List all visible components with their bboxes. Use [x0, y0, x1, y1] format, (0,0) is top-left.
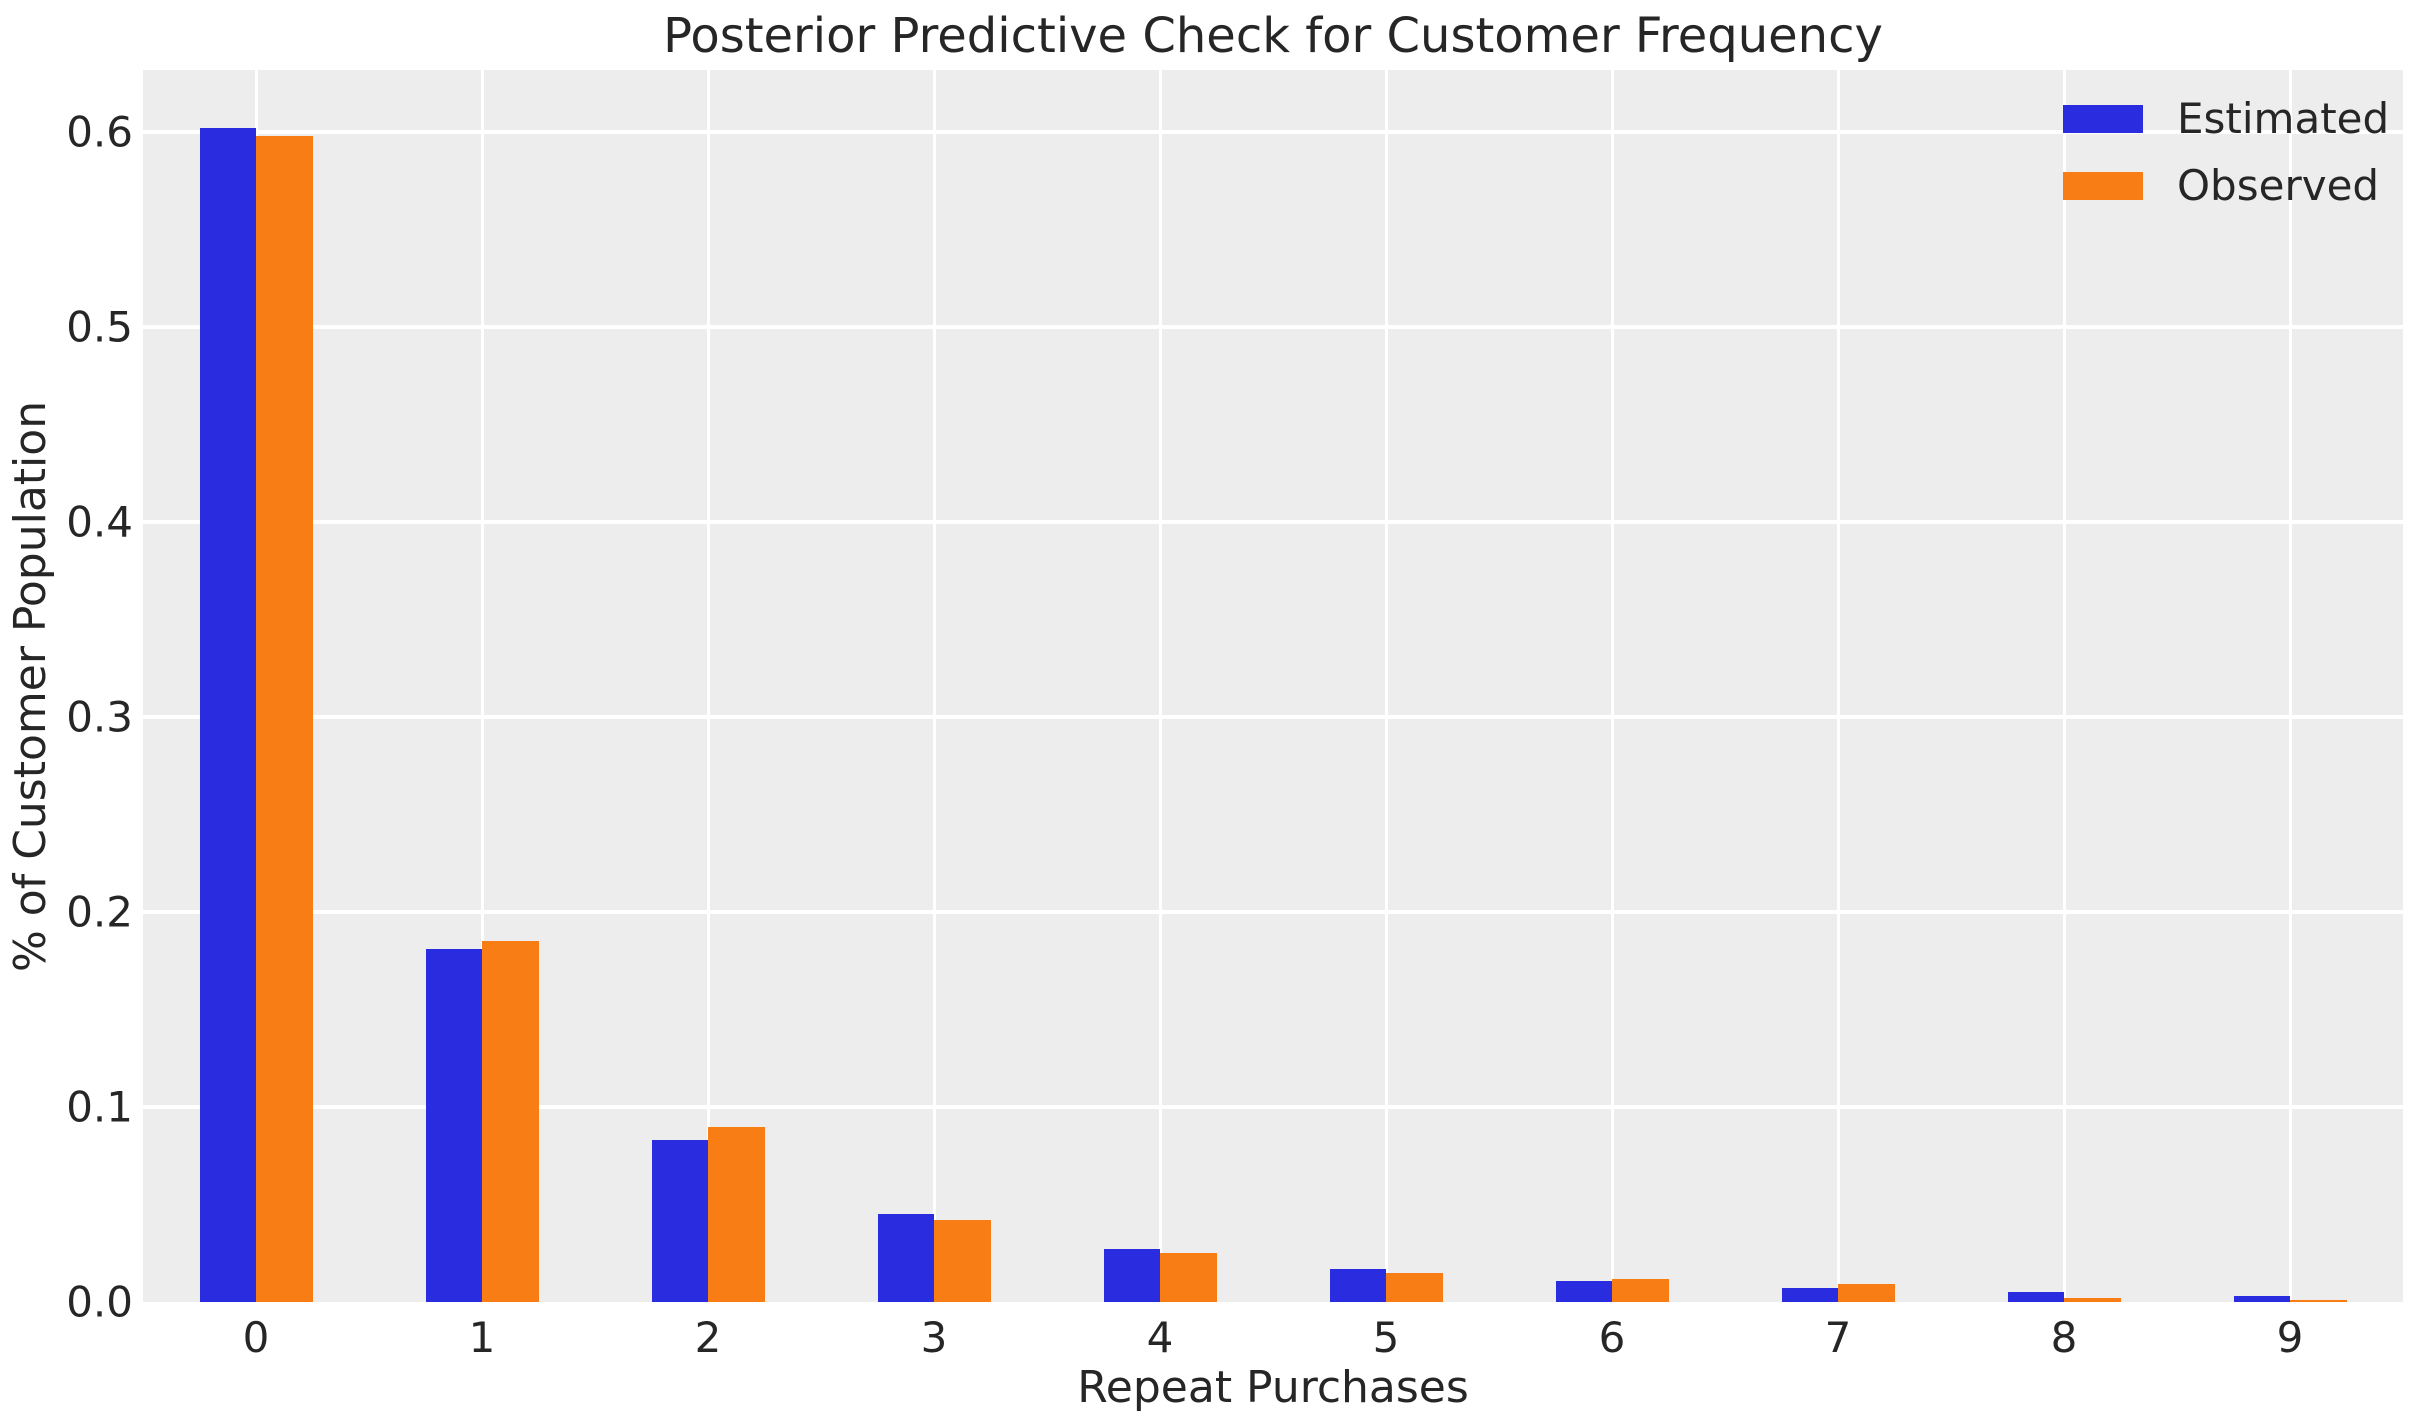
bar-estimated-6 [1555, 1280, 1612, 1302]
bar-observed-9 [2290, 1300, 2347, 1302]
gridline-v [1158, 70, 1162, 1302]
x-tick-label: 3 [920, 1313, 948, 1362]
x-tick-label: 5 [1372, 1313, 1400, 1362]
bar-observed-3 [934, 1220, 991, 1302]
bar-estimated-8 [2007, 1292, 2064, 1302]
y-tick-label: 0.2 [66, 887, 133, 937]
legend: Estimated Observed [2063, 94, 2389, 210]
bar-observed-7 [1838, 1284, 1895, 1302]
y-tick-label: 0.5 [66, 302, 133, 352]
legend-item-observed: Observed [2063, 161, 2389, 210]
x-tick-label: 4 [1146, 1313, 1174, 1362]
gridline-v [1836, 70, 1840, 1302]
gridline-v [1610, 70, 1614, 1302]
bar-estimated-2 [651, 1140, 708, 1302]
gridline-v [2288, 70, 2292, 1302]
bar-observed-0 [256, 136, 313, 1302]
gridline-h [143, 130, 2403, 135]
x-tick-label: 6 [1598, 1313, 1626, 1362]
legend-swatch-estimated [2063, 104, 2143, 133]
bar-observed-4 [1160, 1253, 1217, 1302]
x-tick-label: 0 [242, 1313, 270, 1362]
bar-estimated-0 [199, 128, 256, 1302]
chart-title: Posterior Predictive Check for Customer … [663, 8, 1883, 64]
y-tick-label: 0.4 [66, 497, 133, 547]
x-tick-label: 1 [468, 1313, 496, 1362]
bar-observed-1 [482, 941, 539, 1302]
gridline-v [1384, 70, 1388, 1302]
bar-estimated-1 [425, 949, 482, 1302]
bar-observed-6 [1612, 1278, 1669, 1302]
gridline-v [480, 70, 484, 1302]
bar-estimated-7 [1781, 1288, 1838, 1302]
legend-item-estimated: Estimated [2063, 94, 2389, 143]
x-tick-label: 7 [1824, 1313, 1852, 1362]
gridline-v [2062, 70, 2066, 1302]
x-axis-label: Repeat Purchases [1077, 1362, 1469, 1413]
gridline-h [143, 910, 2403, 915]
bar-estimated-4 [1103, 1249, 1160, 1302]
bar-estimated-9 [2233, 1296, 2290, 1302]
gridline-h [143, 715, 2403, 720]
gridline-h [143, 520, 2403, 525]
legend-label-estimated: Estimated [2177, 94, 2390, 143]
gridline-h [143, 1105, 2403, 1110]
bar-observed-8 [2064, 1298, 2121, 1302]
bar-estimated-5 [1329, 1268, 1386, 1302]
gridline-v [932, 70, 936, 1302]
plot-area [143, 70, 2403, 1302]
gridline-v [706, 70, 710, 1302]
gridline-h [143, 325, 2403, 330]
y-tick-label: 0.3 [66, 692, 133, 742]
y-tick-label: 0.0 [66, 1277, 133, 1327]
legend-label-observed: Observed [2177, 161, 2380, 210]
bar-estimated-3 [877, 1214, 934, 1302]
bar-observed-2 [708, 1126, 765, 1302]
legend-swatch-observed [2063, 171, 2143, 200]
x-tick-label: 2 [694, 1313, 722, 1362]
y-tick-label: 0.6 [66, 107, 133, 157]
x-tick-label: 8 [2050, 1313, 2078, 1362]
x-tick-label: 9 [2276, 1313, 2304, 1362]
y-tick-label: 0.1 [66, 1082, 133, 1132]
bar-observed-5 [1386, 1272, 1443, 1302]
